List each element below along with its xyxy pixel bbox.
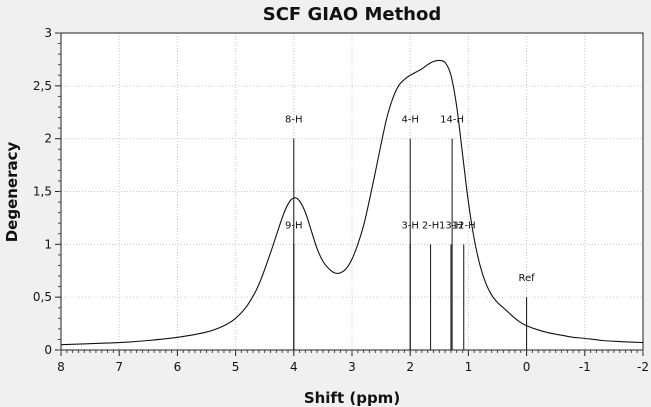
peak-label: 14-H — [440, 115, 464, 126]
x-axis-title: Shift (ppm) — [304, 389, 400, 407]
y-tick-label: 2,5 — [33, 79, 52, 93]
y-tick-label: 0 — [44, 343, 52, 357]
chart-title: SCF GIAO Method — [263, 4, 442, 25]
peaks-layer: 8-H 9-H 4-H 3-H 2-H 14-H 13-H12-H Ref — [285, 115, 535, 350]
peak-label: 2-H — [422, 220, 440, 231]
x-tick-label: -1 — [579, 360, 591, 374]
spectrum-layer — [60, 59, 644, 346]
x-tick-label: 4 — [290, 360, 298, 374]
x-tick-label: 0 — [523, 360, 531, 374]
x-tick-label: 8 — [57, 360, 65, 374]
y-tick-label: 1 — [44, 237, 52, 251]
y-tick-label: 1,5 — [33, 185, 52, 199]
spectrum-line — [60, 59, 644, 346]
peak-label: 13-H — [439, 220, 463, 231]
x-tick-label: 3 — [348, 360, 356, 374]
peak-label: 4-H — [401, 115, 419, 126]
peak-label: 8-H — [285, 115, 303, 126]
x-tick-label: 5 — [232, 360, 240, 374]
x-tick-label: -2 — [637, 360, 649, 374]
x-tick-label: 2 — [406, 360, 414, 374]
x-tick-label: 7 — [115, 360, 123, 374]
x-tick-label: 6 — [174, 360, 182, 374]
x-tick-label: 1 — [465, 360, 473, 374]
axis-layer: 8 7 6 5 4 3 2 1 0 -1 -2 0 0,5 1 1,5 2 2,5 3 — [33, 26, 649, 374]
peak-label: 12-H — [452, 220, 476, 231]
y-tick-label: 2 — [44, 132, 52, 146]
y-tick-label: 0,5 — [33, 290, 52, 304]
peak-label: 3-H — [401, 220, 419, 231]
y-tick-label: 3 — [44, 26, 52, 40]
y-axis-title: Degeneracy — [3, 141, 21, 242]
peak-label: 9-H — [285, 220, 303, 231]
peak-label: Ref — [519, 273, 536, 284]
